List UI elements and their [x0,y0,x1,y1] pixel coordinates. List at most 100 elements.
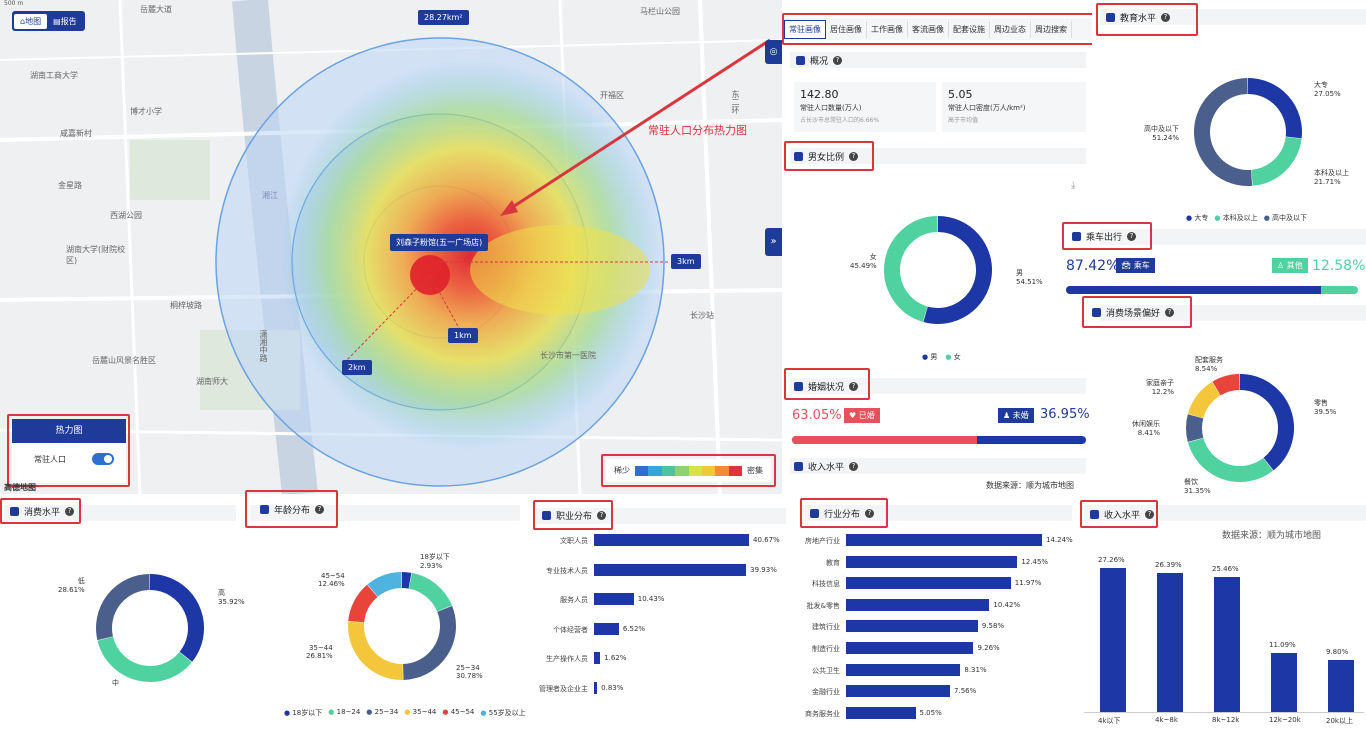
tab-working[interactable]: 工作画像 [867,20,908,38]
income-bar[interactable] [1271,653,1297,712]
place-label: 岳麓山风景名胜区 [92,356,156,365]
industry-bar[interactable] [846,534,1042,546]
legend-item[interactable]: ● 25~34 [366,708,399,716]
tab-resident[interactable]: 常驻画像 [784,19,826,39]
tab-search[interactable]: 周边搜索 [1031,20,1072,38]
occupation-label: 服务人员 [560,596,588,604]
consume-slice-0[interactable] [149,574,204,662]
help-icon[interactable]: ? [865,508,875,518]
industry-bar[interactable] [846,555,1018,568]
legend-item[interactable]: ● 55岁及以上 [480,709,526,717]
legend-label: 女 [953,353,961,361]
edu-slice-2[interactable] [1194,78,1253,186]
gender-slice-0[interactable] [923,216,992,324]
scene-title: 消费场景偏好? [1086,301,1175,323]
consume-slice-2[interactable] [96,574,151,641]
scene-slice-1[interactable] [1187,437,1274,482]
legend-label: 大专 [1194,214,1209,222]
locate-icon[interactable]: ◎ [765,40,782,64]
tab-facilities[interactable]: 配套设施 [949,20,990,38]
help-icon[interactable]: ? [849,381,859,391]
edu-value: 51.24% [1152,134,1179,142]
legend-item[interactable]: ● 女 [945,353,961,361]
scale-text: 500 m [4,0,24,7]
tab-business[interactable]: 周边业态 [990,20,1031,38]
occupation-bar[interactable] [594,534,749,546]
legend-item[interactable]: ● 本科及以上 [1214,214,1258,222]
income-highlight [1080,500,1158,528]
scene-slice-2[interactable] [1186,414,1204,442]
edu-annot-2: 高中及以下 51.24% [1144,124,1179,142]
place-label: 湖南工商大学 [30,71,78,80]
store-label[interactable]: 刘森子粉馆(五一广场店) [390,234,489,251]
edu-slice-1[interactable] [1250,136,1302,186]
income-category: 12k~20k [1269,716,1301,724]
occupation-bar[interactable] [594,593,634,605]
occupation-bar[interactable] [594,652,601,664]
density-sub: 高于市均值 [948,117,979,124]
help-icon[interactable]: ? [65,506,75,516]
map-area[interactable]: 500 m 岳麓大道 湖南工商大学 博才小学 咸嘉新村 金星路 西湖公园 湖南大… [0,0,782,494]
help-icon[interactable]: ? [1145,509,1155,519]
tab-traffic[interactable]: 客流画像 [908,20,949,38]
legend-item[interactable]: ● 高中及以下 [1263,214,1308,222]
legend-item[interactable]: ● 18岁以下 [284,709,323,717]
age-slice-1[interactable] [408,572,452,612]
age-slice-0[interactable] [401,572,412,589]
pop-sub: 占长沙市总常驻人口的6.66% [800,117,880,124]
industry-bar[interactable] [846,685,951,698]
industry-bar[interactable] [846,598,990,611]
right-panel: 教育水平? 大专 27.05% 本科及以上 21.71% 高中及以下 51.24% ●… [1062,0,1366,495]
income-bar[interactable] [1157,572,1183,712]
tab-living[interactable]: 居住画像 [826,20,867,38]
income-bar[interactable] [1214,577,1240,712]
industry-bar[interactable] [846,642,974,654]
consume-slice-1[interactable] [97,636,192,682]
industry-bar[interactable] [846,620,978,633]
occupation-bar[interactable] [594,681,598,694]
help-icon[interactable]: ? [849,461,859,471]
help-icon[interactable]: ? [849,151,859,161]
age-slice-2[interactable] [402,605,456,680]
industry-bar[interactable] [846,663,961,676]
legend-item[interactable]: ● 大专 [1186,214,1209,222]
scene-slice-3[interactable] [1187,381,1221,419]
tab-map[interactable]: ⌂地图 [14,13,48,29]
help-icon[interactable]: ? [1127,231,1137,241]
occupation-bar[interactable] [594,622,619,635]
tab-report[interactable]: ▤报告 [47,14,83,29]
heat-toggle[interactable] [92,453,114,465]
legend-item[interactable]: ● 男 [922,353,938,361]
industry-bar[interactable] [846,577,1011,590]
female-annot: 女 45.49% [850,252,877,270]
occupation-value: 39.93% [750,565,777,574]
help-icon[interactable]: ? [833,55,843,65]
occupation-bar[interactable] [594,563,747,576]
legend-item[interactable]: ● 45~54 [442,708,475,716]
scene-slice-0[interactable] [1239,374,1294,471]
help-icon[interactable]: ? [1161,12,1171,22]
female-label: 女 [869,253,877,261]
download-icon[interactable]: ⤓ [1071,180,1076,191]
help-icon[interactable]: ? [1165,307,1175,317]
gender-slice-1[interactable] [884,216,938,322]
age-slice-3[interactable] [348,621,404,680]
age-slice-4[interactable] [348,584,378,623]
legend-item[interactable]: ● 35~44 [404,708,437,716]
income-bar[interactable] [1328,660,1354,712]
walk-label: 其他 [1286,261,1303,270]
industry-bar[interactable] [846,706,916,719]
gender-title: 男女比例? [788,145,859,167]
legend-item[interactable]: ● 18~24 [328,708,361,716]
expand-panel-icon[interactable]: » [765,228,782,256]
consume-value: 35.92% [218,598,245,606]
age-slice-5[interactable] [367,572,403,597]
help-icon[interactable]: ? [315,504,325,514]
edu-slice-0[interactable] [1247,78,1302,139]
help-icon[interactable]: ? [597,510,607,520]
marriage-highlight [784,368,870,400]
scene-slice-4[interactable] [1212,374,1241,396]
income-bar[interactable] [1100,567,1126,712]
male-label: 男 [1016,269,1023,277]
place-label: 马栏山公园 [640,7,680,16]
